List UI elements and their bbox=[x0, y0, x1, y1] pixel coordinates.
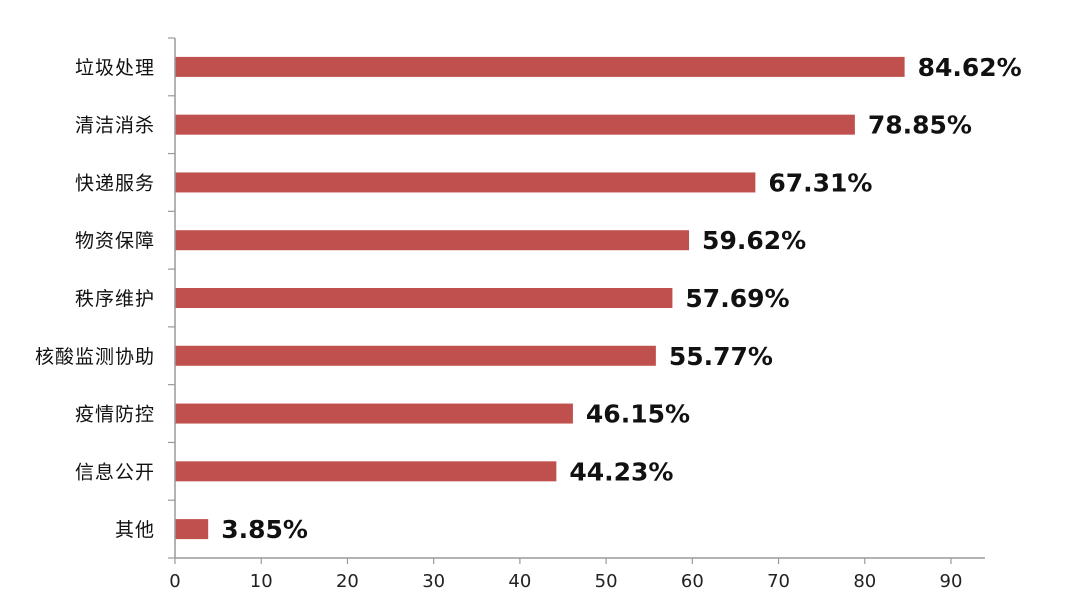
x-tick-label: 60 bbox=[681, 571, 704, 592]
x-tick-label: 50 bbox=[595, 571, 618, 592]
category-label: 核酸监测协助 bbox=[35, 346, 155, 368]
value-label: 55.77% bbox=[669, 342, 773, 371]
x-tick-label: 90 bbox=[940, 571, 963, 592]
x-tick-label: 70 bbox=[767, 571, 790, 592]
x-tick-label: 20 bbox=[336, 571, 359, 592]
x-tick-label: 0 bbox=[169, 571, 180, 592]
bar bbox=[175, 519, 209, 540]
x-tick-label: 10 bbox=[250, 571, 273, 592]
category-label: 垃圾处理 bbox=[75, 57, 155, 79]
category-label: 清洁消杀 bbox=[75, 115, 155, 137]
category-label: 秩序维护 bbox=[75, 288, 155, 310]
value-label: 57.69% bbox=[685, 284, 789, 313]
axes-layer bbox=[168, 37, 985, 564]
x-tick-label: 80 bbox=[853, 571, 876, 592]
category-label: 疫情防控 bbox=[75, 404, 155, 426]
bar bbox=[175, 288, 673, 308]
value-label: 3.85% bbox=[221, 515, 308, 544]
bar bbox=[175, 56, 905, 77]
value-label: 59.62% bbox=[702, 226, 806, 255]
x-tick-label: 40 bbox=[508, 571, 531, 592]
bar bbox=[175, 230, 690, 251]
value-label: 67.31% bbox=[768, 168, 872, 197]
bars-layer bbox=[175, 56, 905, 540]
value-label: 46.15% bbox=[586, 400, 690, 429]
category-label: 信息公开 bbox=[75, 461, 155, 483]
category-label: 其他 bbox=[115, 519, 155, 541]
category-label: 物资保障 bbox=[75, 230, 155, 252]
value-label: 44.23% bbox=[569, 457, 673, 486]
bar bbox=[175, 172, 756, 193]
x-tick-label: 30 bbox=[422, 571, 445, 592]
category-label: 快递服务 bbox=[75, 172, 155, 194]
bar bbox=[175, 345, 656, 366]
bar bbox=[175, 461, 557, 482]
bar bbox=[175, 403, 573, 424]
value-label: 84.62% bbox=[918, 53, 1022, 82]
bar bbox=[175, 114, 855, 135]
labels-layer: 0 10 20 30 40 50 60 70 80 90 垃圾处理 84.62% 清洁消杀 78.85% 快… bbox=[35, 53, 1022, 592]
value-label: 78.85% bbox=[868, 111, 972, 140]
